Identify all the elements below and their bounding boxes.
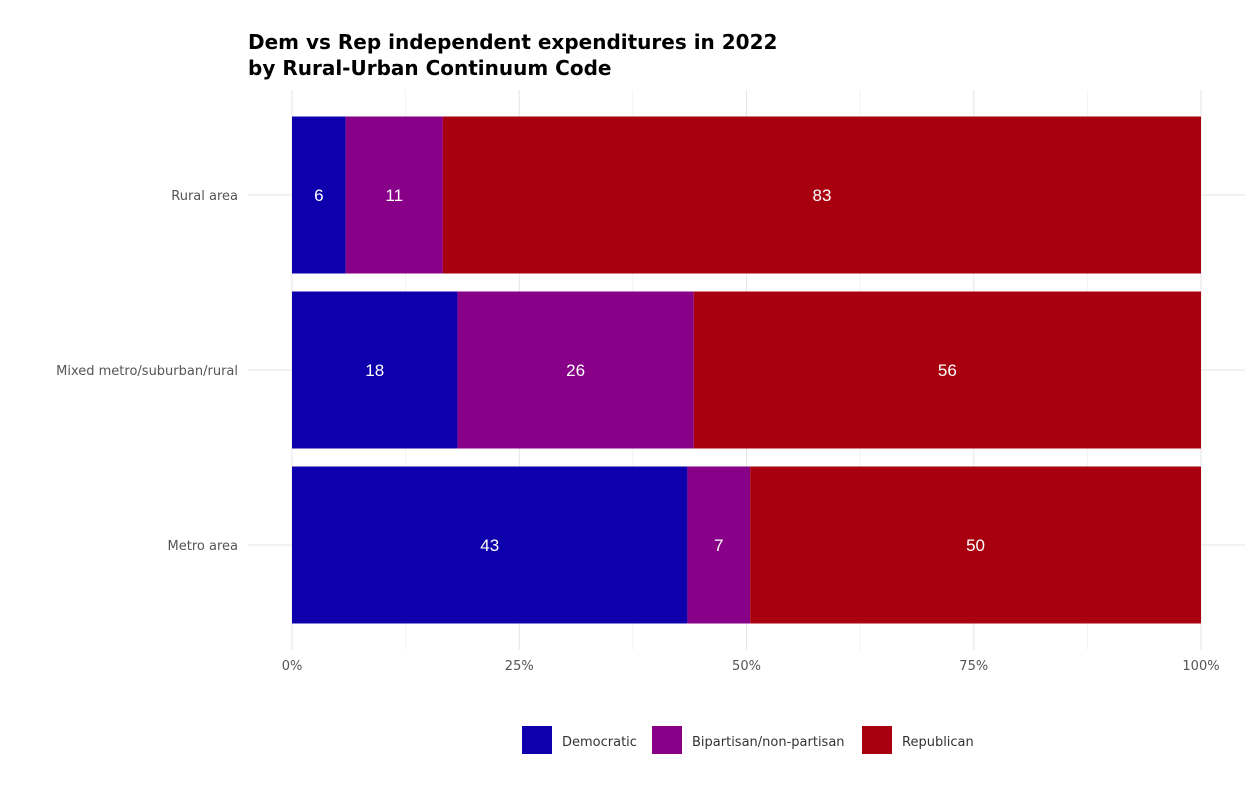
x-axis-ticks: 0% 25% 50% 75% 100% [282,659,1220,674]
data-label: 56 [938,361,957,380]
legend-swatch [522,726,552,754]
category-label: Metro area [168,539,238,554]
chart-title: Dem vs Rep independent expenditures in 2… [248,30,777,54]
bar-segment-republican [693,291,1201,449]
data-label: 7 [714,536,723,555]
data-label: 43 [480,536,499,555]
category-label: Mixed metro/suburban/rural [56,364,238,379]
x-tick-label: 100% [1182,659,1219,674]
legend-label: Democratic [562,735,637,750]
category-labels: Rural area Mixed metro/suburban/rural Metr… [56,189,238,554]
bar-segment-republican [442,116,1201,274]
legend: Democratic Bipartisan/non-partisan Republi… [522,726,974,754]
data-label: 83 [812,186,831,205]
bar-segment-bipartisan-non-partisan [687,466,751,624]
data-label: 6 [314,186,323,205]
legend-swatch [862,726,892,754]
chart-subtitle: by Rural-Urban Continuum Code [248,56,611,80]
data-label: 50 [966,536,985,555]
x-tick-label: 75% [959,659,988,674]
data-label: 26 [566,361,585,380]
data-label: 18 [365,361,384,380]
bar-segment-bipartisan-non-partisan [457,291,694,449]
bar-segment-democratic [292,466,688,624]
bar-segment-republican [750,466,1201,624]
x-tick-label: 0% [282,659,303,674]
bar-segment-bipartisan-non-partisan [345,116,443,274]
category-label: Rural area [171,189,238,204]
x-tick-label: 50% [732,659,761,674]
legend-label: Bipartisan/non-partisan [692,735,845,750]
legend-label: Republican [902,735,974,750]
bar-segment-democratic [292,291,458,449]
bars: 6 11 83 18 26 56 43 7 50 [292,116,1201,624]
x-tick-label: 25% [505,659,534,674]
bar-segment-democratic [292,116,346,274]
legend-swatch [652,726,682,754]
data-label: 11 [385,186,403,205]
